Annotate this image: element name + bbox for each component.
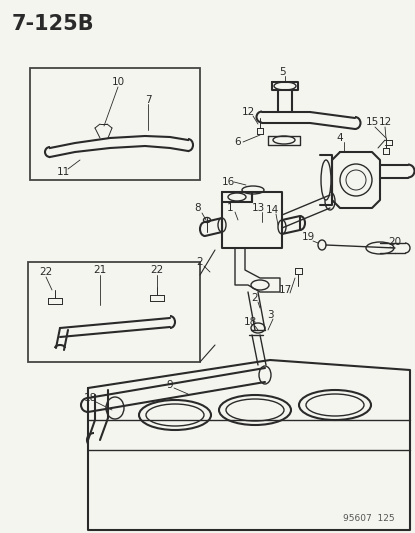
Text: 2: 2 [251, 293, 258, 303]
Text: 15: 15 [365, 117, 378, 127]
Text: 95607  125: 95607 125 [343, 514, 395, 523]
Ellipse shape [299, 390, 371, 420]
Text: 12: 12 [378, 117, 392, 127]
Text: 11: 11 [56, 167, 70, 177]
Ellipse shape [218, 218, 226, 232]
Text: 3: 3 [267, 310, 273, 320]
Ellipse shape [318, 240, 326, 250]
Text: 20: 20 [388, 237, 402, 247]
Text: 8: 8 [195, 203, 201, 213]
Text: 21: 21 [93, 265, 107, 275]
Text: 16: 16 [221, 177, 234, 187]
Ellipse shape [106, 397, 124, 419]
Bar [28, 262, 200, 362]
Text: 22: 22 [150, 265, 164, 275]
Ellipse shape [228, 193, 246, 201]
Text: 6: 6 [235, 137, 241, 147]
Ellipse shape [219, 395, 291, 425]
Text: 9: 9 [167, 380, 173, 390]
Text: 1: 1 [227, 203, 233, 213]
Text: 14: 14 [265, 205, 278, 215]
Text: 7: 7 [145, 95, 151, 105]
Text: 12: 12 [242, 107, 255, 117]
Text: 13: 13 [251, 203, 265, 213]
Ellipse shape [259, 366, 271, 384]
Text: 18: 18 [83, 393, 97, 403]
Text: 19: 19 [301, 232, 315, 242]
Ellipse shape [278, 220, 286, 234]
Ellipse shape [366, 242, 394, 254]
Ellipse shape [242, 186, 264, 194]
Text: 18: 18 [243, 317, 256, 327]
Ellipse shape [251, 280, 269, 290]
Text: 7-125B: 7-125B [12, 14, 95, 34]
Ellipse shape [321, 160, 331, 200]
Text: 22: 22 [39, 267, 53, 277]
Text: 5: 5 [279, 67, 286, 77]
Text: 4: 4 [337, 133, 343, 143]
Ellipse shape [251, 323, 265, 333]
Ellipse shape [325, 192, 335, 210]
Ellipse shape [274, 82, 296, 90]
Ellipse shape [139, 400, 211, 430]
Ellipse shape [203, 217, 210, 222]
Bar [30, 68, 200, 180]
Text: 10: 10 [112, 77, 124, 87]
Text: 17: 17 [278, 285, 292, 295]
Text: 2: 2 [197, 257, 203, 267]
Ellipse shape [273, 136, 295, 144]
